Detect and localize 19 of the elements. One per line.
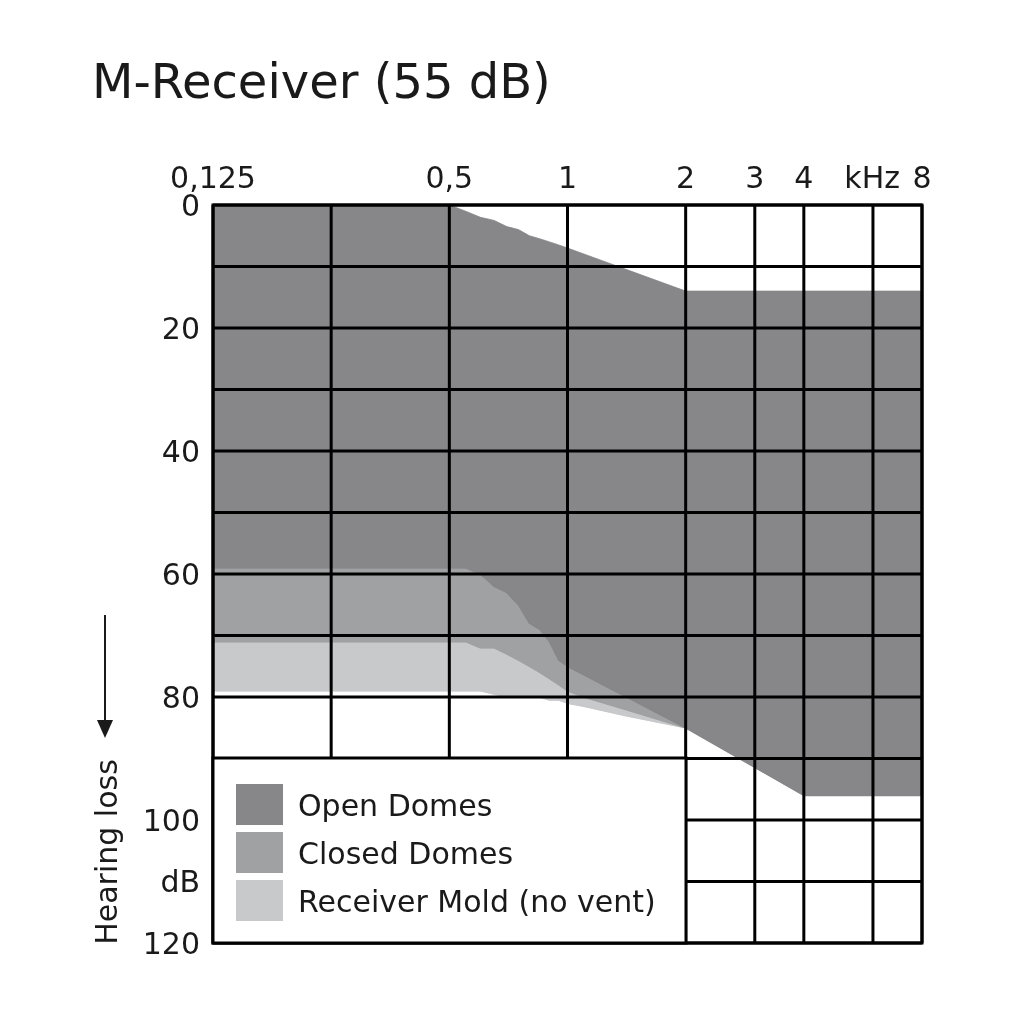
x-tick-label: 8 bbox=[912, 160, 932, 195]
y-tick-label: dB bbox=[160, 864, 200, 899]
legend-label: Closed Domes bbox=[298, 835, 514, 871]
legend-label: Receiver Mold (no vent) bbox=[298, 883, 656, 919]
x-tick-label: 1 bbox=[557, 160, 578, 195]
chart-title: M-Receiver (55 dB) bbox=[92, 53, 551, 109]
y-tick-label: 40 bbox=[161, 433, 200, 469]
x-tick-label: 2 bbox=[676, 160, 696, 195]
y-axis-title: Hearing loss bbox=[89, 759, 124, 945]
x-tick-label: 3 bbox=[745, 160, 765, 195]
y-tick-label: 120 bbox=[142, 925, 200, 961]
x-axis-title: kHz bbox=[844, 160, 900, 195]
x-tick-label: 4 bbox=[794, 160, 814, 195]
legend-label: Open Domes bbox=[298, 787, 493, 823]
x-tick-label: 0,5 bbox=[425, 160, 474, 195]
y-tick-label: 80 bbox=[161, 679, 200, 715]
y-tick-label: 100 bbox=[142, 802, 200, 838]
y-tick-label: 20 bbox=[161, 310, 200, 346]
y-tick-label: 60 bbox=[161, 556, 200, 592]
